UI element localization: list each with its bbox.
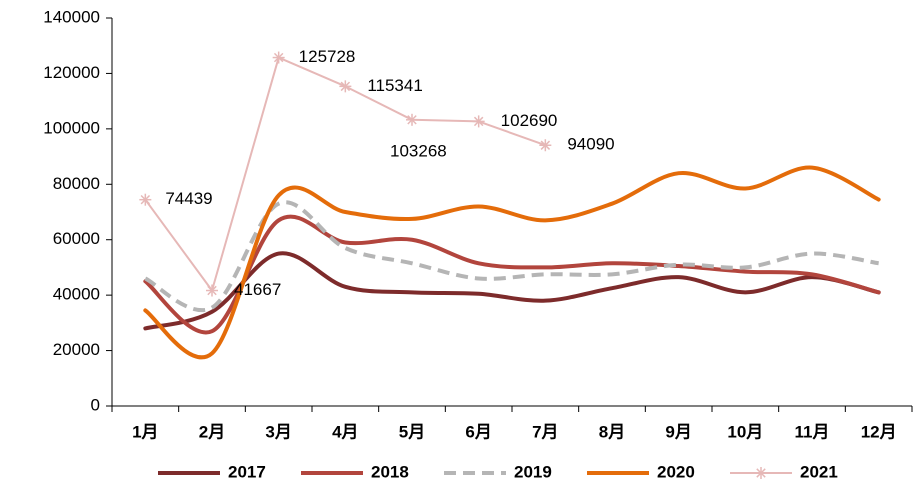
x-tick-label: 3月 xyxy=(265,422,291,441)
data-label: 103268 xyxy=(390,141,447,160)
point-marker xyxy=(339,80,352,93)
legend-marker xyxy=(755,467,767,479)
y-tick-label: 20000 xyxy=(53,340,100,359)
x-tick-label: 2月 xyxy=(199,422,225,441)
data-label: 102690 xyxy=(501,111,558,130)
series-line xyxy=(143,165,881,360)
y-tick-label: 140000 xyxy=(43,7,100,26)
marker-stroke xyxy=(407,115,417,125)
x-tick-label: 5月 xyxy=(399,422,425,441)
series-line xyxy=(144,200,879,312)
legend-label: 2020 xyxy=(657,462,695,481)
y-tick-label: 80000 xyxy=(53,174,100,193)
data-label: 115341 xyxy=(367,76,422,95)
x-tick-label: 10月 xyxy=(727,422,763,441)
point-marker xyxy=(139,193,152,206)
legend-label: 2019 xyxy=(514,462,552,481)
marker-stroke xyxy=(207,285,217,296)
x-tick-label: 7月 xyxy=(532,422,558,441)
series-line xyxy=(144,56,547,292)
y-tick-label: 40000 xyxy=(53,285,100,304)
marker-stroke xyxy=(340,81,351,92)
legend-label: 2021 xyxy=(800,462,838,481)
data-label: 74439 xyxy=(165,189,212,208)
x-tick-label: 9月 xyxy=(665,422,691,441)
legend-label: 2018 xyxy=(371,462,409,481)
data-label: 41667 xyxy=(234,280,281,299)
point-marker xyxy=(206,284,218,297)
series-line xyxy=(143,251,881,331)
data-label: 125728 xyxy=(299,47,356,66)
marker-stroke xyxy=(756,468,766,478)
marker-stroke xyxy=(273,52,284,63)
point-marker xyxy=(272,51,285,64)
point-marker xyxy=(539,139,552,152)
x-tick-label: 6月 xyxy=(465,422,491,441)
x-tick-label: 8月 xyxy=(599,422,625,441)
point-marker xyxy=(472,115,485,128)
data-label: 94090 xyxy=(567,135,614,154)
y-tick-label: 60000 xyxy=(53,229,100,248)
x-tick-label: 11月 xyxy=(795,422,830,441)
y-tick-label: 100000 xyxy=(43,118,100,137)
y-tick-label: 120000 xyxy=(43,63,100,82)
x-tick-label: 1月 xyxy=(132,422,158,441)
marker-stroke xyxy=(473,116,484,127)
series-line xyxy=(143,214,881,335)
marker-stroke xyxy=(140,194,151,205)
marker-stroke xyxy=(540,140,551,150)
x-tick-label: 12月 xyxy=(861,422,897,441)
x-tick-label: 4月 xyxy=(332,422,358,441)
y-tick-label: 0 xyxy=(91,395,100,414)
legend-label: 2017 xyxy=(228,462,266,481)
point-marker xyxy=(406,113,418,126)
